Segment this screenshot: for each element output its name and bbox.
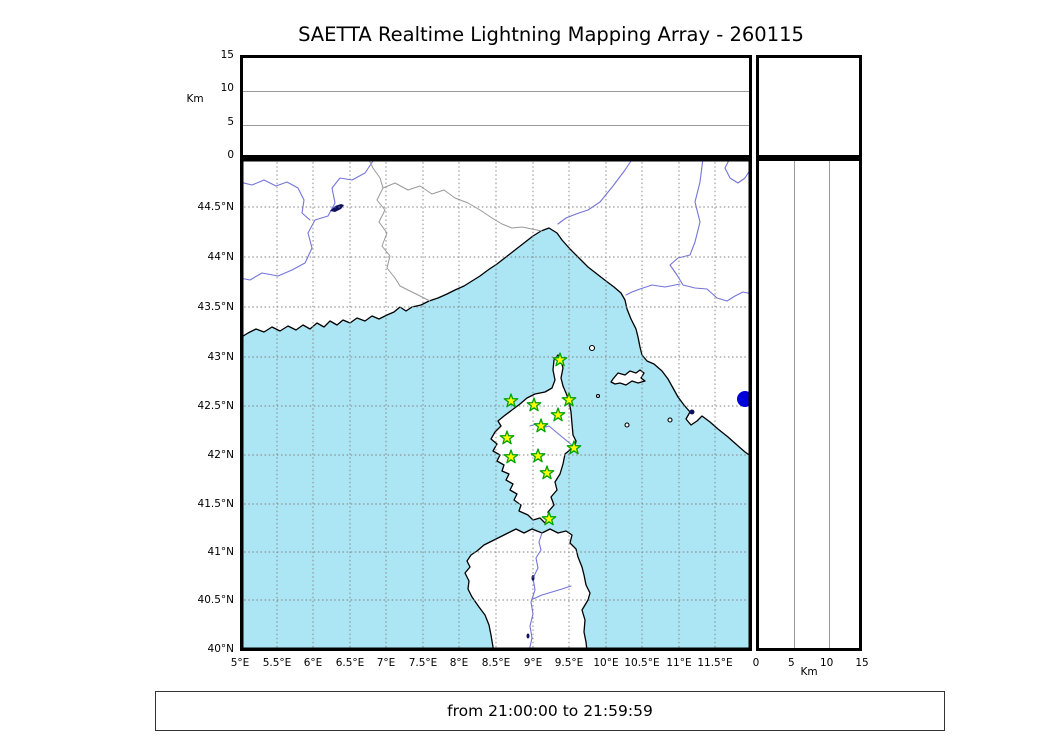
- altitude-histogram-panel: [756, 55, 862, 158]
- latitude-tick-label: 44.5°N: [197, 201, 234, 213]
- altitude-axis-label-bottom: Km: [800, 666, 818, 678]
- longitude-tick-label: 5.5°E: [262, 657, 292, 669]
- lagoon-orbetello: [689, 409, 695, 415]
- island-elba: [610, 369, 646, 386]
- islet: [624, 422, 630, 428]
- altitude-gridline-10km: [243, 91, 749, 92]
- figure-title: SAETTA Realtime Lightning Mapping Array …: [298, 23, 804, 46]
- lake-sardinia-1: [531, 575, 535, 581]
- map-svg: [240, 158, 752, 651]
- latitude-tick-label: 41°N: [207, 546, 234, 558]
- longitude-tick-label: 9.5°E: [554, 657, 584, 669]
- river-italy-2: [669, 158, 752, 302]
- altitude-tick-label-left: 5: [227, 115, 234, 128]
- altitude-gridline-5km: [243, 125, 749, 126]
- lma-station-star: [533, 418, 549, 433]
- station-dot-marker: [737, 391, 752, 407]
- longitude-tick-label: 11.5°E: [697, 657, 733, 669]
- altitude-tick-label-left: 15: [220, 49, 234, 61]
- altitude-tick-label-bottom: 5: [787, 657, 795, 669]
- longitude-tick-label: 6.5°E: [335, 657, 365, 669]
- longitude-tick-label: 7°E: [376, 657, 396, 669]
- longitude-tick-label: 8°E: [449, 657, 469, 669]
- altitude-axis-label-left: Km: [186, 93, 204, 105]
- coastline-mainland: [240, 158, 752, 458]
- river-sardinia-2: [532, 585, 572, 600]
- altitude-time-panel: [240, 55, 752, 158]
- lma-station-star: [561, 392, 577, 407]
- islet-capraia: [588, 344, 596, 352]
- lma-station-star: [566, 440, 582, 455]
- longitude-tick-label: 10.5°E: [624, 657, 660, 669]
- latitude-tick-label: 42°N: [207, 449, 234, 461]
- longitude-tick-label: 9°E: [523, 657, 543, 669]
- river-arno: [625, 283, 681, 296]
- latitude-tick-label: 42.5°N: [197, 400, 234, 412]
- latitude-tick-label: 44°N: [207, 251, 234, 263]
- lma-station-star: [541, 511, 557, 526]
- map-panel: [240, 158, 752, 651]
- river-france-1: [240, 158, 376, 281]
- latitude-tick-label: 43°N: [207, 351, 234, 363]
- island-corsica: [490, 354, 577, 524]
- latitude-tick-label: 40°N: [207, 643, 234, 655]
- altitude-gridline-10km-vertical: [829, 161, 830, 648]
- lma-station-star: [503, 393, 519, 408]
- altitude-tick-label-bottom: 0: [752, 657, 760, 669]
- time-window-box: from 21:00:00 to 21:59:59: [155, 691, 945, 731]
- altitude-tick-label-left: 0: [227, 149, 234, 161]
- longitude-tick-label: 7.5°E: [408, 657, 438, 669]
- map-gridlines: [240, 158, 752, 651]
- lma-station-star: [530, 448, 546, 463]
- altitude-tick-label-bottom: 10: [819, 657, 834, 669]
- border-alps-branch: [382, 182, 543, 232]
- longitude-tick-label: 5°E: [230, 657, 250, 669]
- longitude-tick-label: 8.5°E: [481, 657, 511, 669]
- sensor-dots-layer: [737, 391, 752, 407]
- island-sardinia: [464, 528, 591, 651]
- latitude-tick-label: 41.5°N: [197, 498, 234, 510]
- lma-station-star: [526, 397, 542, 412]
- islet: [667, 417, 673, 423]
- border-france-italy: [367, 158, 431, 302]
- longitude-tick-label: 11°E: [666, 657, 692, 669]
- lma-station-star: [539, 465, 555, 480]
- river-france-2: [240, 179, 311, 221]
- lake-sardinia-2: [526, 633, 530, 639]
- geography-layer: [240, 158, 752, 651]
- islet: [595, 393, 601, 399]
- lma-station-star: [503, 449, 519, 464]
- latitude-tick-label: 43.5°N: [197, 301, 234, 313]
- lake-serre-poncon: [330, 204, 344, 212]
- station-markers-layer: [499, 352, 582, 526]
- river-italy-1: [557, 158, 634, 225]
- lma-station-star: [552, 352, 568, 367]
- map-frame: [240, 158, 752, 651]
- altitude-gridline-5km-vertical: [794, 161, 795, 648]
- latitude-tick-label: 40.5°N: [197, 594, 234, 606]
- lma-station-star: [499, 430, 515, 445]
- longitude-tick-label: 10°E: [593, 657, 619, 669]
- longitude-tick-label: 6°E: [303, 657, 323, 669]
- altitude-latitude-panel: [756, 158, 862, 651]
- river-sardinia-1: [528, 532, 543, 651]
- time-window-text: from 21:00:00 to 21:59:59: [447, 702, 653, 720]
- altitude-tick-label-bottom: 15: [855, 657, 869, 669]
- altitude-tick-label-left: 10: [220, 82, 234, 95]
- lma-station-star: [550, 407, 566, 422]
